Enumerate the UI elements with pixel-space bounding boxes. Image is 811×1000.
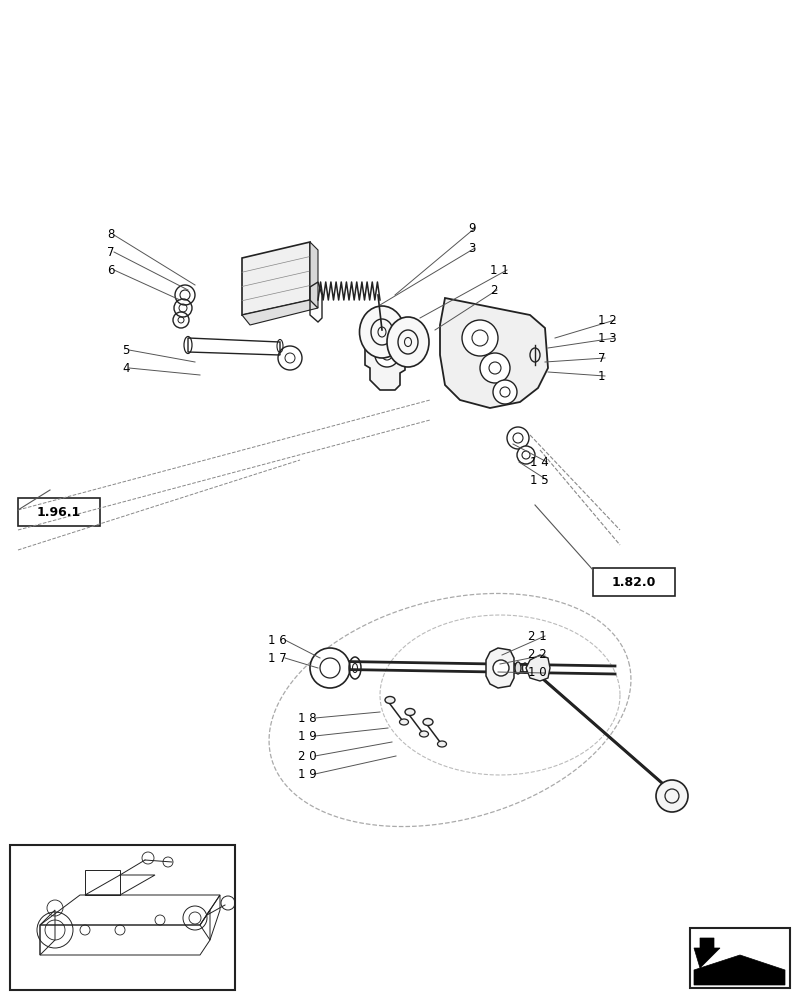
Ellipse shape bbox=[514, 662, 521, 674]
Polygon shape bbox=[310, 242, 318, 308]
Text: 5: 5 bbox=[122, 344, 129, 357]
Circle shape bbox=[655, 780, 687, 812]
Text: 2 1: 2 1 bbox=[527, 630, 546, 642]
Ellipse shape bbox=[405, 708, 414, 715]
Circle shape bbox=[479, 353, 509, 383]
Text: 2 2: 2 2 bbox=[527, 648, 546, 662]
Text: 1 9: 1 9 bbox=[298, 729, 316, 742]
Circle shape bbox=[506, 427, 528, 449]
Polygon shape bbox=[440, 298, 547, 408]
Ellipse shape bbox=[359, 306, 404, 358]
Text: 1 1: 1 1 bbox=[489, 263, 508, 276]
Text: 1 3: 1 3 bbox=[597, 332, 616, 344]
Ellipse shape bbox=[399, 719, 408, 725]
Text: 1 6: 1 6 bbox=[268, 634, 286, 646]
Polygon shape bbox=[242, 300, 318, 325]
Circle shape bbox=[310, 648, 350, 688]
Polygon shape bbox=[365, 318, 405, 390]
Text: 1 0: 1 0 bbox=[527, 666, 546, 680]
Bar bbox=[592, 568, 674, 596]
Circle shape bbox=[492, 380, 517, 404]
Circle shape bbox=[517, 446, 534, 464]
Text: 3: 3 bbox=[467, 241, 474, 254]
Bar bbox=[18, 498, 100, 526]
Text: 1 5: 1 5 bbox=[530, 474, 548, 487]
Text: 1: 1 bbox=[597, 369, 605, 382]
Text: 1 7: 1 7 bbox=[268, 652, 286, 664]
Text: 7: 7 bbox=[107, 245, 114, 258]
Bar bbox=[689, 928, 789, 988]
Text: 8: 8 bbox=[107, 229, 114, 241]
Ellipse shape bbox=[419, 731, 428, 737]
Circle shape bbox=[461, 320, 497, 356]
Text: 1 8: 1 8 bbox=[298, 711, 316, 724]
Polygon shape bbox=[526, 655, 549, 681]
Polygon shape bbox=[486, 648, 513, 688]
Bar bbox=[85, 870, 120, 895]
Bar bbox=[10, 845, 234, 990]
Polygon shape bbox=[693, 938, 719, 968]
Text: 2 0: 2 0 bbox=[298, 750, 316, 762]
Polygon shape bbox=[242, 242, 310, 315]
Text: 1 2: 1 2 bbox=[597, 314, 616, 326]
Circle shape bbox=[375, 343, 398, 367]
Text: 1.96.1: 1.96.1 bbox=[36, 506, 81, 518]
Text: 2: 2 bbox=[489, 284, 497, 296]
Polygon shape bbox=[693, 955, 784, 985]
Text: 9: 9 bbox=[467, 222, 475, 235]
Ellipse shape bbox=[423, 718, 432, 725]
Circle shape bbox=[492, 660, 508, 676]
Text: 6: 6 bbox=[107, 263, 114, 276]
Ellipse shape bbox=[384, 696, 394, 704]
Text: 4: 4 bbox=[122, 361, 129, 374]
Text: 1.82.0: 1.82.0 bbox=[611, 576, 655, 588]
Text: 1 4: 1 4 bbox=[530, 456, 548, 468]
Ellipse shape bbox=[437, 741, 446, 747]
Ellipse shape bbox=[387, 317, 428, 367]
Text: 1 9: 1 9 bbox=[298, 768, 316, 780]
Text: 7: 7 bbox=[597, 352, 605, 364]
